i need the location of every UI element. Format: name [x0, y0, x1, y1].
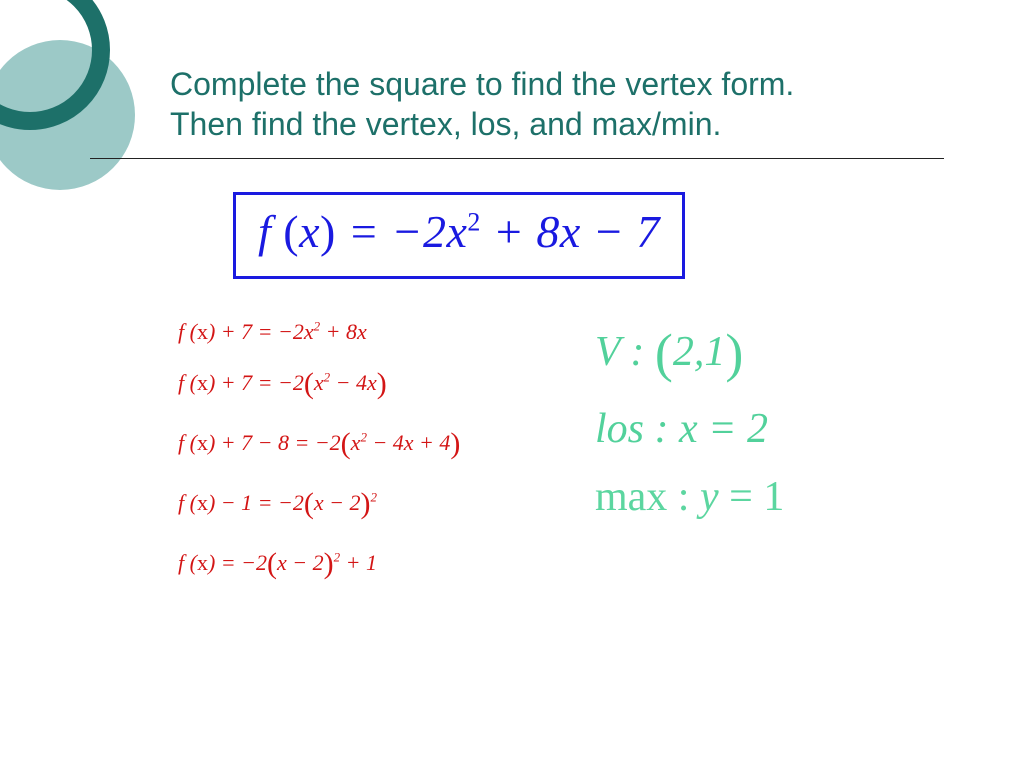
step-5: f (x) = −2(x − 2)2 + 1: [178, 534, 460, 594]
corner-decoration: [0, 0, 130, 200]
step-2: f (x) + 7 = −2(x2 − 4x): [178, 354, 460, 414]
step-1: f (x) + 7 = −2x2 + 8x: [178, 310, 460, 354]
main-formula-box: f (x) = −2x2 + 8x − 7: [233, 192, 685, 279]
title-underline: [90, 158, 944, 159]
answer-max: max : y = 1: [595, 464, 784, 531]
step-4: f (x) − 1 = −2(x − 2)2: [178, 474, 460, 534]
solution-steps: f (x) + 7 = −2x2 + 8x f (x) + 7 = −2(x2 …: [178, 310, 460, 594]
slide-title: Complete the square to find the vertex f…: [170, 64, 794, 144]
main-equation: f (x) = −2x2 + 8x − 7: [258, 205, 660, 258]
step-3: f (x) + 7 − 8 = −2(x2 − 4x + 4): [178, 414, 460, 474]
answer-los: los : x = 2: [595, 396, 784, 463]
answers-block: V : (2,1) los : x = 2 max : y = 1: [595, 310, 784, 531]
title-line-1: Complete the square to find the vertex f…: [170, 66, 794, 102]
title-line-2: Then find the vertex, los, and max/min.: [170, 106, 721, 142]
answer-vertex: V : (2,1): [595, 310, 784, 396]
